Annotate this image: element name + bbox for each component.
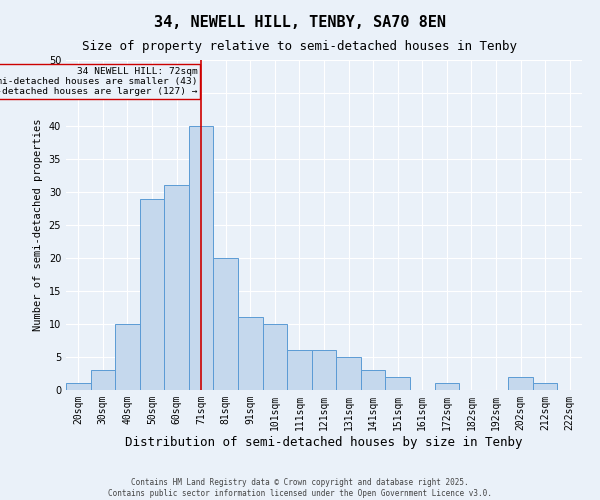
Bar (140, 198, 164, 390)
Bar (434, 384, 459, 390)
Bar (189, 126, 214, 390)
Bar (91, 370, 115, 390)
Bar (312, 350, 336, 390)
Bar (361, 370, 385, 390)
Text: 34, NEWELL HILL, TENBY, SA70 8EN: 34, NEWELL HILL, TENBY, SA70 8EN (154, 15, 446, 30)
Text: Size of property relative to semi-detached houses in Tenby: Size of property relative to semi-detach… (83, 40, 517, 53)
Bar (238, 318, 263, 390)
Bar (287, 350, 312, 390)
Bar (385, 377, 410, 390)
Bar (533, 384, 557, 390)
Bar (263, 324, 287, 390)
Bar (336, 357, 361, 390)
Bar (115, 324, 140, 390)
Text: Contains HM Land Registry data © Crown copyright and database right 2025.
Contai: Contains HM Land Registry data © Crown c… (108, 478, 492, 498)
X-axis label: Distribution of semi-detached houses by size in Tenby: Distribution of semi-detached houses by … (125, 436, 523, 448)
Bar (164, 186, 189, 390)
Y-axis label: Number of semi-detached properties: Number of semi-detached properties (33, 118, 43, 331)
Bar (508, 377, 533, 390)
Bar (66, 384, 91, 390)
Bar (214, 258, 238, 390)
Text: 34 NEWELL HILL: 72sqm
← 25% of semi-detached houses are smaller (43)
73% of semi: 34 NEWELL HILL: 72sqm ← 25% of semi-deta… (0, 66, 197, 96)
